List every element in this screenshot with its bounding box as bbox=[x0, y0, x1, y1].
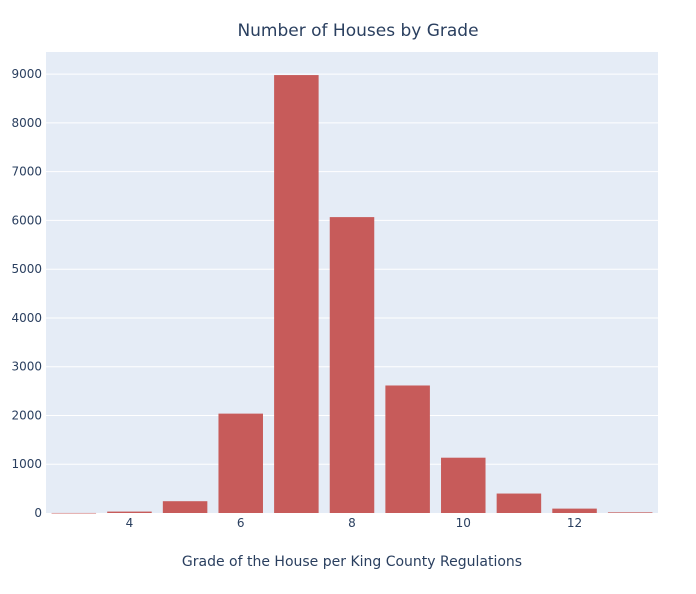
y-tick-label: 3000 bbox=[11, 360, 42, 374]
x-tick-label: 8 bbox=[348, 516, 356, 530]
bar[interactable] bbox=[274, 75, 319, 513]
y-tick-label: 6000 bbox=[11, 213, 42, 227]
y-tick-label: 0 bbox=[34, 506, 42, 520]
x-axis-label: Grade of the House per King County Regul… bbox=[182, 554, 522, 570]
bars bbox=[51, 75, 653, 514]
y-tick-label: 4000 bbox=[11, 311, 42, 325]
x-axis-ticks: 4 6 8 10 12 bbox=[126, 516, 583, 530]
bar[interactable] bbox=[552, 508, 597, 513]
y-tick-label: 9000 bbox=[11, 67, 42, 81]
y-tick-label: 5000 bbox=[11, 262, 42, 276]
x-tick-label: 4 bbox=[126, 516, 134, 530]
bar[interactable] bbox=[385, 385, 430, 513]
bar[interactable] bbox=[51, 512, 97, 514]
bar[interactable] bbox=[329, 217, 375, 513]
y-tick-label: 2000 bbox=[11, 408, 42, 422]
bar[interactable] bbox=[496, 493, 542, 513]
y-tick-label: 8000 bbox=[11, 116, 42, 130]
y-tick-label: 1000 bbox=[11, 457, 42, 471]
bar[interactable] bbox=[607, 512, 653, 513]
chart-title: Number of Houses by Grade bbox=[237, 21, 478, 41]
bar[interactable] bbox=[162, 501, 208, 513]
bar[interactable] bbox=[441, 457, 486, 513]
x-tick-label: 12 bbox=[567, 516, 582, 530]
y-axis-ticks: 0 1000 2000 3000 4000 5000 6000 7000 8000 9000 bbox=[11, 67, 42, 520]
y-tick-label: 7000 bbox=[11, 165, 42, 179]
bar[interactable] bbox=[218, 413, 263, 513]
x-tick-label: 6 bbox=[237, 516, 245, 530]
x-tick-label: 10 bbox=[456, 516, 471, 530]
bar[interactable] bbox=[107, 511, 152, 513]
